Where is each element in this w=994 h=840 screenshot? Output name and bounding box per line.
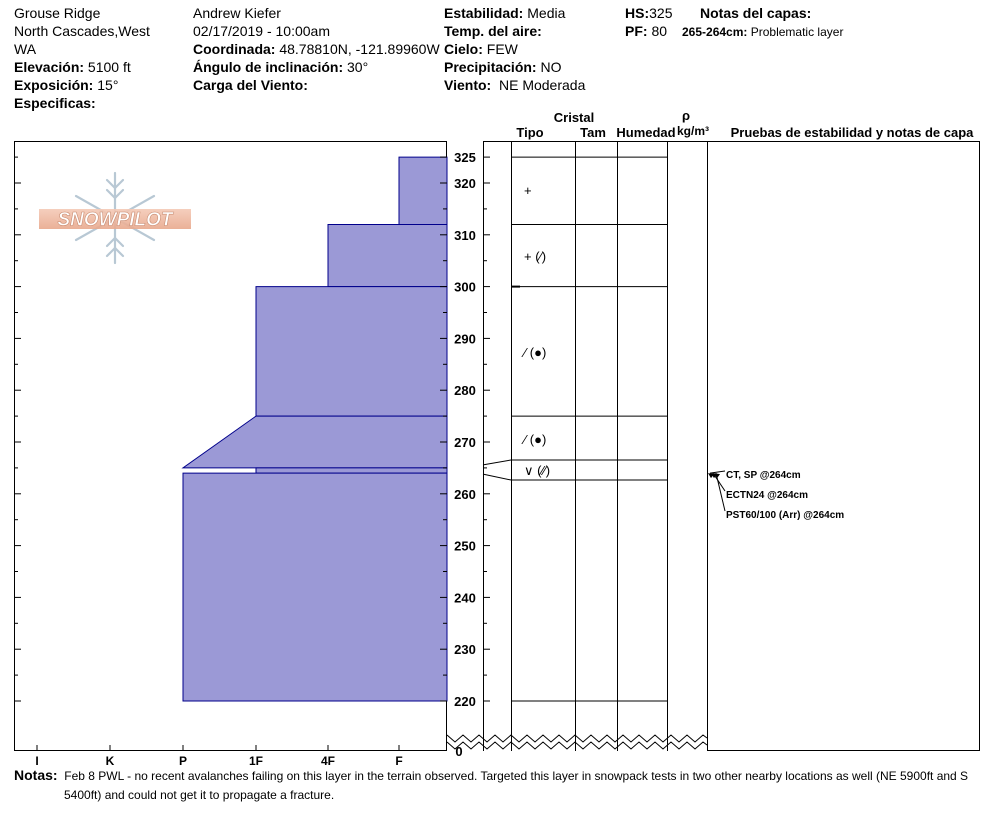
- observer-name: Andrew Kiefer: [193, 5, 281, 21]
- hardness-layer-2: [255, 286, 448, 417]
- axis-break: [446, 734, 708, 750]
- coordinate-row: Coordinada: 48.78810N, -121.89960W: [193, 41, 440, 57]
- logo-text: SNOWPILOT: [57, 210, 173, 231]
- height-label-320: 320: [454, 176, 476, 191]
- layer-connector-265: [482, 459, 512, 466]
- height-label-260: 260: [454, 487, 476, 502]
- stability-row: Estabilidad: Media: [444, 5, 566, 21]
- height-label-280: 280: [454, 383, 476, 398]
- grain-symbol-0: +: [524, 183, 532, 198]
- hardness-label-K: K: [106, 754, 115, 768]
- observation-datetime: 02/17/2019 - 10:00am: [193, 23, 330, 39]
- location-line-3: WA: [14, 41, 37, 57]
- height-label-zero: 0: [455, 744, 462, 759]
- height-label-310: 310: [454, 228, 476, 243]
- height-label-250: 250: [454, 539, 476, 554]
- height-axis: 220 230 240 250 260 270 280 290 300 310 320 325 0: [440, 150, 490, 759]
- height-label-240: 240: [454, 590, 476, 605]
- test-arrow-2: [715, 472, 726, 512]
- layer-table: + + (⁄) ⁄ (●) ⁄ (●) ∨ (⁄⁄) CT, SP @264cm ECTN…: [446, 141, 980, 751]
- height-label-220: 220: [454, 694, 476, 709]
- precipitation-row: Precipitación: NO: [444, 59, 562, 75]
- wind-load-label: Carga del Viento:: [193, 77, 308, 93]
- height-label-290: 290: [454, 331, 476, 346]
- hardness-layer-1: [327, 223, 448, 288]
- layer-note-row: 265-264cm: Problematic layer: [682, 25, 844, 39]
- hs-row: HS:325: [625, 5, 673, 21]
- air-temp-label: Temp. del aire:: [444, 23, 542, 39]
- hardness-label-4F: 4F: [321, 754, 335, 768]
- left-height-ticks: [14, 156, 21, 702]
- grain-types: + + (⁄) ⁄ (●) ⁄ (●) ∨ (⁄⁄): [521, 183, 550, 478]
- notes-line-1: Feb 8 PWL - no recent avalanches failing…: [64, 769, 969, 783]
- stability-tests: CT, SP @264cm ECTN24 @264cm PST60/100 (Arr…: [708, 470, 844, 521]
- sky-row: Cielo: FEW: [444, 41, 518, 57]
- test-arrow-0: [709, 470, 726, 474]
- height-label-300: 300: [454, 280, 476, 295]
- pf-row: PF: 80: [625, 23, 668, 39]
- grain-symbol-4: ∨ (⁄⁄): [524, 463, 550, 478]
- hardness-layer-5: [182, 472, 448, 702]
- hardness-layers: [181, 156, 448, 702]
- col-tests-title: Pruebas de estabilidad y notas de capa: [731, 125, 975, 140]
- location-line-2: North Cascades,West: [14, 23, 150, 39]
- notes-line-2: 5400ft) and could not get it to propagat…: [64, 788, 335, 802]
- test-label-2: PST60/100 (Arr) @264cm: [726, 510, 844, 521]
- height-label-230: 230: [454, 642, 476, 657]
- col-rho: ρ: [682, 108, 690, 123]
- wind-row: Viento: NE Moderada: [444, 77, 586, 93]
- aspect-row: Exposición: 15°: [14, 77, 119, 93]
- hardness-axis: I K P 1F 4F F: [35, 745, 403, 768]
- hardness-layer-4: [255, 467, 448, 474]
- notes-row: Notas: Feb 8 PWL - no recent avalanches …: [14, 767, 969, 783]
- layer-boundaries: [482, 156, 667, 702]
- hardness-label-P: P: [179, 754, 187, 768]
- test-arrowhead-2: [714, 473, 720, 479]
- test-label-1: ECTN24 @264cm: [726, 490, 808, 501]
- hardness-label-1F: 1F: [249, 754, 263, 768]
- col-cristal: Cristal: [554, 110, 594, 125]
- elevation-row: Elevación: 5100 ft: [14, 59, 131, 75]
- col-density-unit: kg/m³: [677, 124, 709, 138]
- test-label-0: CT, SP @264cm: [726, 470, 801, 481]
- col-tipo: Tipo: [516, 125, 543, 140]
- specifics-label: Especificas:: [14, 95, 96, 111]
- col-humedad: Humedad: [616, 125, 675, 140]
- hardness-label-I: I: [35, 754, 38, 768]
- layer-connector-264: [482, 473, 512, 481]
- grain-symbol-2: ⁄ (●): [521, 345, 546, 360]
- height-label-325: 325: [454, 150, 476, 165]
- hardness-label-F: F: [395, 754, 402, 768]
- slope-angle-row: Ángulo de inclinación: 30°: [193, 59, 369, 75]
- grain-symbol-3: ⁄ (●): [521, 432, 546, 447]
- snowpilot-logo: SNOWPILOT: [39, 171, 191, 265]
- hardness-layer-3: [181, 415, 448, 469]
- hardness-layer-0: [398, 156, 448, 225]
- height-label-270: 270: [454, 435, 476, 450]
- col-tam: Tam: [580, 125, 606, 140]
- location-line-1: Grouse Ridge: [14, 5, 101, 21]
- grain-symbol-1: + (⁄): [524, 249, 546, 264]
- layer-notes-label: Notas del capas:: [700, 5, 812, 21]
